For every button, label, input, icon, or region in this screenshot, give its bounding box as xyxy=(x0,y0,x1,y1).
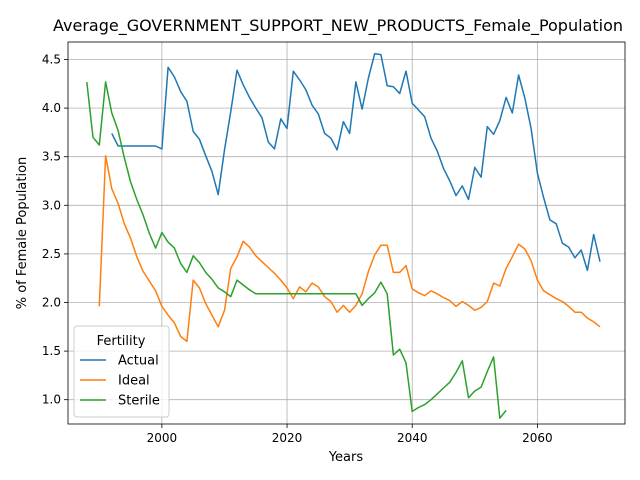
x-tick-label: 2020 xyxy=(272,431,303,445)
y-axis-label: % of Female Population xyxy=(15,157,30,310)
legend-label-actual: Actual xyxy=(118,354,159,369)
y-tick-label: 3.5 xyxy=(42,150,61,164)
x-axis-label: Years xyxy=(328,450,364,465)
series-layer xyxy=(86,52,601,419)
x-axis: 2000 2020 2040 2060 xyxy=(147,424,553,445)
chart-title: Average_GOVERNMENT_SUPPORT_NEW_PRODUCTS_… xyxy=(53,16,623,36)
legend-items: Actual Ideal Sterile xyxy=(80,354,160,409)
y-tick-label: 1.0 xyxy=(42,393,61,407)
y-tick-label: 4.0 xyxy=(42,101,61,115)
series-line-ideal xyxy=(98,154,601,343)
grid-lines xyxy=(68,42,625,424)
legend-box xyxy=(73,325,170,418)
y-tick-label: 2.0 xyxy=(42,295,61,309)
x-tick-label: 2040 xyxy=(397,431,428,445)
y-tick-label: 4.5 xyxy=(42,52,61,66)
x-tick-label: 2000 xyxy=(147,431,178,445)
x-tick-label: 2060 xyxy=(522,431,553,445)
legend-label-sterile: Sterile xyxy=(118,394,160,409)
legend-label-ideal: Ideal xyxy=(118,374,150,389)
series-line-sterile xyxy=(86,81,507,419)
legend: Fertility Actual Ideal Sterile xyxy=(73,325,170,418)
y-axis: 1.0 1.5 2.0 2.5 3.0 3.5 4.0 4.5 xyxy=(42,52,68,407)
plot-frame xyxy=(67,41,626,425)
legend-title: Fertility xyxy=(97,334,146,349)
y-tick-label: 3.0 xyxy=(42,198,61,212)
y-tick-label: 2.5 xyxy=(42,247,61,261)
series-line-actual xyxy=(111,52,601,272)
y-tick-label: 1.5 xyxy=(42,344,61,358)
